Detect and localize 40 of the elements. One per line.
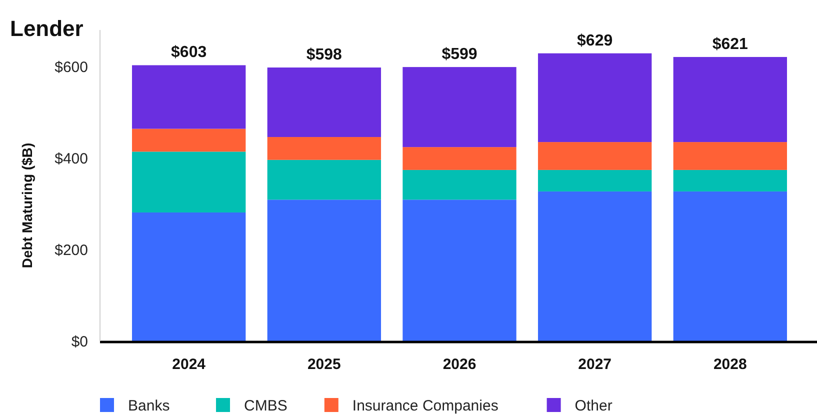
x-tick-label: 2026 <box>442 356 476 373</box>
y-axis-title: Debt Maturing ($B) <box>19 142 35 268</box>
bar <box>538 53 652 142</box>
total-label: $598 <box>306 46 342 64</box>
bar <box>267 160 382 200</box>
legend-label: Other <box>574 397 612 414</box>
y-tick-label: $600 <box>54 58 88 76</box>
chart-title: Lender <box>10 16 84 41</box>
bar <box>673 170 787 192</box>
y-tick-label: $200 <box>54 242 88 259</box>
y-tick-label: $0 <box>71 333 88 350</box>
total-label: $629 <box>577 32 613 50</box>
bar <box>402 200 516 341</box>
bar <box>402 147 516 170</box>
x-tick-label: 2025 <box>307 356 341 373</box>
bar <box>267 200 382 341</box>
total-label: $599 <box>442 46 478 64</box>
bar <box>267 137 382 160</box>
bar <box>673 56 787 142</box>
bar <box>132 65 246 129</box>
bar <box>538 142 652 170</box>
bar <box>538 191 652 341</box>
bar <box>402 170 516 200</box>
bar <box>538 170 652 192</box>
x-tick-label: 2028 <box>713 356 747 373</box>
legend-label: Banks <box>128 397 170 414</box>
bar <box>673 191 787 341</box>
x-tick-label: 2024 <box>172 356 206 373</box>
bar <box>132 152 246 212</box>
total-label: $603 <box>171 44 207 62</box>
bar <box>402 67 516 148</box>
total-label: $621 <box>712 36 748 53</box>
legend-label: Insurance Companies <box>352 397 498 414</box>
bar <box>267 68 382 138</box>
x-tick-label: 2027 <box>578 356 612 373</box>
y-tick-label: $400 <box>54 150 88 168</box>
legend-label: CMBS <box>244 397 288 414</box>
bar <box>132 212 246 341</box>
bar <box>673 142 787 170</box>
bar <box>132 128 246 152</box>
